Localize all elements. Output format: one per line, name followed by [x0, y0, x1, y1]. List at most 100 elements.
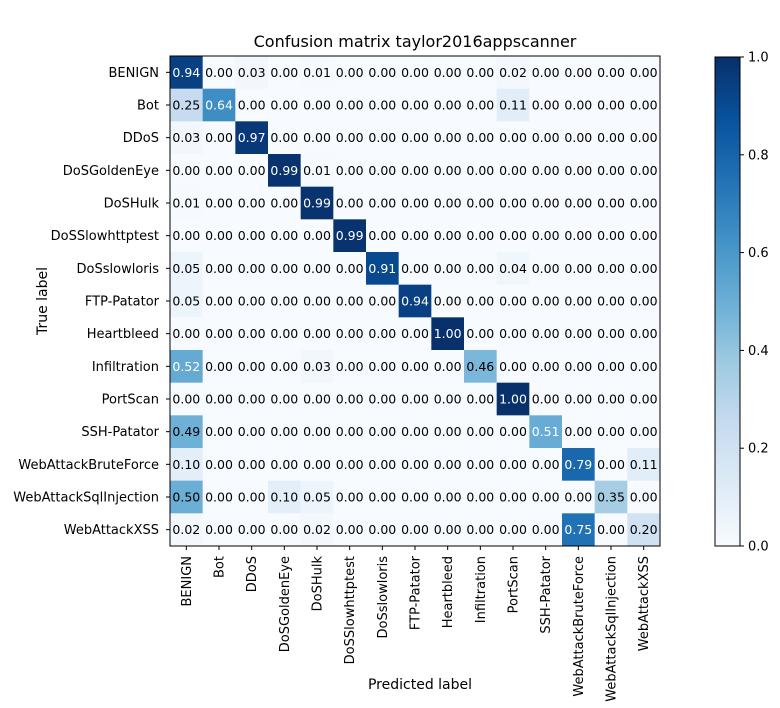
heatmap-cell — [235, 317, 269, 351]
heatmap-cell — [300, 88, 334, 122]
heatmap-cell — [202, 284, 236, 318]
x-tick-label: DoSGoldenEye — [278, 556, 293, 652]
cell-value-label: 0.00 — [466, 392, 494, 407]
cell-value-label: 0.00 — [597, 522, 625, 537]
y-tick-label: WebAttackXSS — [64, 523, 159, 538]
x-axis-tick-labels: BENIGN Bot DDoS DoSGoldenEye DoSHulk DoSSlowh… — [180, 546, 652, 702]
x-axis-label: Predicted label — [368, 677, 472, 693]
heatmap-cell — [170, 448, 204, 482]
cell-value-label: 0.50 — [172, 490, 200, 505]
heatmap-cell — [594, 513, 628, 547]
heatmap-cell — [594, 56, 628, 90]
heatmap-cell — [562, 186, 596, 220]
cell-value-label: 0.00 — [368, 522, 396, 537]
heatmap-cell — [202, 317, 236, 351]
cell-value-label: 0.94 — [172, 65, 200, 80]
cell-value-label: 0.00 — [434, 392, 462, 407]
heatmap-cell — [366, 186, 400, 220]
heatmap-cell — [235, 186, 269, 220]
heatmap-cell — [627, 121, 661, 155]
heatmap-cell — [333, 252, 367, 286]
cell-value-label: 0.00 — [401, 196, 429, 211]
cell-value-label: 0.00 — [401, 163, 429, 178]
heatmap-cell — [235, 480, 269, 514]
cell-value-label: 0.00 — [238, 457, 266, 472]
heatmap-cell — [398, 317, 432, 351]
cell-value-label: 0.00 — [336, 261, 364, 276]
heatmap-cell — [333, 317, 367, 351]
cell-value-label: 0.00 — [466, 196, 494, 211]
heatmap-cell — [202, 415, 236, 449]
cell-value-label: 0.00 — [270, 228, 298, 243]
cell-value-label: 0.00 — [205, 196, 233, 211]
y-tick-label: BENIGN — [109, 66, 160, 81]
cell-value-label: 0.00 — [532, 326, 560, 341]
cell-value-label: 0.00 — [434, 163, 462, 178]
cell-value-label: 0.00 — [564, 424, 592, 439]
cell-value-label: 0.00 — [630, 130, 658, 145]
heatmap-cell — [366, 415, 400, 449]
cell-value-label: 0.00 — [205, 490, 233, 505]
heatmap-cell — [594, 284, 628, 318]
heatmap-cell — [235, 448, 269, 482]
x-tick-label: FTP-Patator — [409, 555, 424, 630]
cell-value-label: 0.03 — [238, 65, 266, 80]
cell-value-label: 0.00 — [336, 359, 364, 374]
cell-value-label: 0.00 — [172, 392, 200, 407]
cell-value-label: 0.00 — [597, 261, 625, 276]
heatmap-cell — [431, 480, 465, 514]
cell-value-label: 0.00 — [205, 326, 233, 341]
cell-value-label: 0.00 — [336, 130, 364, 145]
cell-value-label: 0.00 — [336, 163, 364, 178]
heatmap-cell — [170, 480, 204, 514]
cell-value-label: 0.00 — [336, 65, 364, 80]
heatmap-cell — [300, 317, 334, 351]
cell-value-label: 0.00 — [368, 196, 396, 211]
cell-value-label: 0.00 — [532, 228, 560, 243]
cell-value-label: 0.91 — [368, 261, 396, 276]
heatmap-cell — [496, 154, 530, 188]
heatmap-cell — [496, 350, 530, 384]
heatmap-cell — [464, 382, 498, 416]
cell-value-label: 0.51 — [532, 424, 560, 439]
cell-value-label: 0.00 — [270, 98, 298, 113]
cell-value-label: 0.05 — [172, 294, 200, 309]
heatmap-cell — [398, 382, 432, 416]
cell-value-label: 0.00 — [466, 261, 494, 276]
cell-value-label: 0.05 — [172, 261, 200, 276]
cell-value-label: 0.00 — [303, 392, 331, 407]
cell-value-label: 0.00 — [368, 294, 396, 309]
heatmap-cell — [398, 284, 432, 318]
cell-value-label: 0.00 — [303, 326, 331, 341]
heatmap-cell — [431, 382, 465, 416]
heatmap-cell — [464, 284, 498, 318]
heatmap-cell — [562, 382, 596, 416]
cell-value-label: 0.00 — [564, 196, 592, 211]
cell-value-label: 0.00 — [499, 359, 527, 374]
heatmap-cell — [594, 219, 628, 253]
heatmap-cell — [496, 448, 530, 482]
cell-value-label: 0.00 — [597, 294, 625, 309]
heatmap-cell — [202, 186, 236, 220]
heatmap-cell — [594, 350, 628, 384]
cell-value-label: 0.00 — [434, 98, 462, 113]
heatmap-cell — [268, 88, 302, 122]
cell-value-label: 0.00 — [238, 196, 266, 211]
heatmap-cell — [431, 56, 465, 90]
cell-value-label: 0.00 — [499, 457, 527, 472]
cell-value-label: 0.00 — [336, 326, 364, 341]
cell-value-label: 0.00 — [270, 424, 298, 439]
heatmap-cell — [464, 154, 498, 188]
heatmap-cell — [529, 56, 563, 90]
heatmap-cell — [170, 350, 204, 384]
cell-value-label: 0.00 — [368, 228, 396, 243]
y-axis-tick-labels: BENIGN Bot DDoS DoSGoldenEye DoSHulk DoSSlowh… — [13, 66, 170, 538]
heatmap-cell — [366, 480, 400, 514]
heatmap-cell — [464, 252, 498, 286]
cell-value-label: 0.00 — [564, 392, 592, 407]
heatmap-cell — [268, 480, 302, 514]
y-tick-label: WebAttackSqlInjection — [13, 491, 159, 506]
heatmap-cell — [562, 317, 596, 351]
cell-value-label: 0.00 — [466, 424, 494, 439]
cell-value-label: 0.25 — [172, 98, 200, 113]
